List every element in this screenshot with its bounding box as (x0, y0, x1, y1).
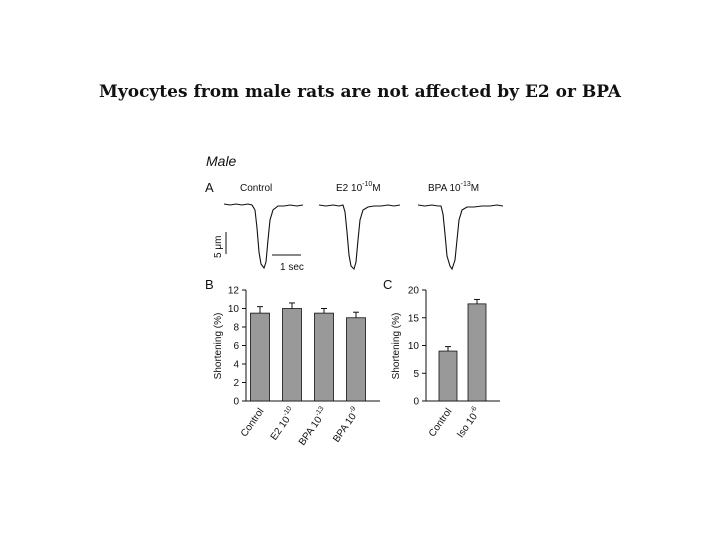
y-tick-label: 6 (233, 341, 239, 352)
trace-control (223, 203, 304, 270)
y-tick-label: 20 (408, 286, 420, 297)
y-tick-label: 0 (413, 397, 419, 408)
x-tick-label: BPA 10-9 (330, 405, 363, 444)
x-tick-label: BPA 10-13 (295, 405, 330, 448)
x-tick-label: Iso 10-6 (454, 405, 484, 440)
bar-chart-c: 0 5 10 15 20 Shortening (%) Control Iso 10-6 (391, 286, 500, 440)
y-tick-label: 10 (408, 341, 420, 352)
trace-bpa (417, 204, 504, 271)
trace-label-e2: E2 10-10M (336, 181, 381, 194)
trace-label-bpa: BPA 10-13M (428, 181, 479, 194)
y-tick-label: 5 (413, 369, 419, 380)
y-tick-label: 2 (233, 378, 239, 389)
x-tick-label: E2 10-10 (267, 405, 299, 442)
bar (438, 350, 458, 402)
svg-text:BPA 10-13M: BPA 10-13M (428, 181, 479, 194)
bar (282, 308, 302, 402)
x-tick-label: Control (239, 406, 267, 439)
bar (467, 303, 487, 402)
slide-title: Myocytes from male rats are not affected… (99, 82, 621, 102)
y-tick-label: 0 (233, 397, 239, 408)
trace-e2 (318, 204, 401, 271)
scale-label-vertical: 5 μm (213, 236, 224, 258)
trace-label-control: Control (240, 183, 272, 194)
y-tick-label: 4 (233, 360, 239, 371)
y-axis-label: Shortening (%) (391, 313, 402, 380)
panel-c-letter: C (383, 277, 392, 292)
y-axis-label: Shortening (%) (213, 313, 224, 380)
bar (250, 312, 270, 402)
y-tick-label: 8 (233, 323, 239, 334)
bar (314, 312, 334, 402)
group-label: Male (206, 153, 237, 169)
scale-label-horizontal: 1 sec (280, 262, 304, 273)
y-tick-label: 15 (408, 313, 420, 324)
bar (346, 317, 366, 402)
panel-b-letter: B (205, 277, 214, 292)
svg-text:E2 10-10M: E2 10-10M (336, 181, 381, 194)
y-tick-label: 12 (228, 286, 240, 297)
panel-a-letter: A (205, 180, 214, 195)
x-tick-label: Control (427, 406, 455, 439)
y-tick-label: 10 (228, 304, 240, 315)
